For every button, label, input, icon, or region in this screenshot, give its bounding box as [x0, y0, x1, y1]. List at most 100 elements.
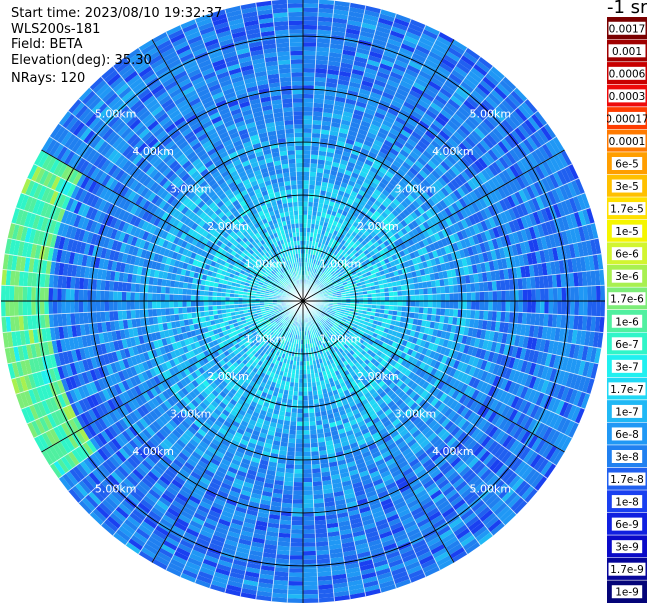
gate-cell — [344, 142, 354, 150]
gate-cell — [352, 113, 363, 121]
gate-cell — [544, 288, 549, 301]
gate-cell — [348, 252, 355, 258]
gate-cell — [408, 89, 422, 100]
gate-cell — [408, 23, 425, 33]
gate-cell — [393, 301, 398, 306]
gate-cell — [467, 70, 483, 84]
gate-cell — [313, 507, 326, 513]
gate-cell — [287, 589, 303, 595]
gate-cell — [364, 67, 378, 76]
gate-cell — [297, 408, 303, 414]
gate-cell — [318, 271, 322, 276]
gate-cell — [467, 115, 480, 128]
gate-cell — [350, 73, 364, 81]
gate-cell — [364, 5, 382, 14]
gate-cell — [309, 167, 317, 173]
gate-cell — [315, 264, 319, 270]
gate-cell — [312, 107, 324, 113]
gate-cell — [303, 494, 314, 500]
gate-cell — [391, 209, 400, 218]
gate-cell — [354, 164, 363, 171]
gate-cell — [422, 313, 428, 321]
gate-cell — [348, 7, 365, 14]
gate-cell — [303, 400, 309, 405]
gate-cell — [311, 468, 321, 474]
gate-cell — [521, 312, 527, 325]
gate-cell — [466, 309, 471, 319]
gate-cell — [346, 184, 354, 191]
gate-cell — [419, 294, 424, 301]
gate-cell — [343, 146, 353, 154]
gate-cell — [320, 216, 326, 222]
gate-cell — [384, 296, 390, 301]
gate-cell — [414, 288, 420, 296]
gate-cell — [303, 395, 309, 401]
gate-cell — [404, 68, 419, 78]
gate-cell — [465, 96, 480, 109]
gate-cell — [408, 114, 421, 124]
gate-cell — [333, 9, 349, 16]
gate-cell — [303, 3, 319, 8]
gate-cell — [318, 256, 323, 262]
gate-cell — [352, 186, 360, 194]
gate-cell — [372, 83, 385, 92]
gate-cell — [347, 130, 358, 137]
gate-cell — [342, 111, 354, 118]
gate-cell — [449, 151, 461, 163]
gate-cell — [291, 408, 298, 413]
gate-cell — [465, 74, 480, 87]
gate-cell — [296, 421, 303, 427]
gate-cell — [303, 503, 314, 509]
gate-cell — [329, 174, 337, 181]
gate-cell — [359, 124, 370, 132]
gate-cell — [384, 197, 393, 205]
gate-cell — [285, 468, 295, 474]
gate-cell — [423, 301, 429, 308]
gate-cell — [527, 289, 532, 301]
gate-cell — [303, 201, 309, 207]
gate-cell — [331, 22, 347, 29]
gate-cell — [397, 112, 409, 122]
gate-cell — [309, 425, 317, 431]
gate-cell — [298, 391, 303, 396]
gate-cell — [288, 576, 303, 582]
gate-cell — [303, 417, 310, 422]
gate-cell — [340, 119, 351, 126]
gate-cell — [379, 63, 393, 72]
gate-cell — [487, 69, 503, 83]
gate-cell — [490, 89, 505, 103]
gate-cell — [303, 477, 313, 483]
gate-cell — [333, 4, 350, 12]
gate-cell — [292, 503, 303, 509]
gate-cell — [478, 56, 494, 70]
gate-cell — [418, 70, 433, 81]
gate-cell — [380, 123, 392, 132]
gate-cell — [323, 269, 328, 275]
gate-cell — [303, 555, 317, 560]
gate-cell — [412, 81, 426, 92]
gate-cell — [303, 102, 314, 108]
gate-cell — [353, 182, 362, 190]
gate-cell — [484, 301, 489, 311]
gate-cell — [395, 183, 404, 192]
gate-cell — [369, 147, 380, 155]
gate-cell — [330, 122, 341, 128]
gate-cell — [578, 301, 584, 316]
gate-cell — [341, 115, 353, 122]
gate-cell — [363, 192, 372, 200]
gate-cell — [375, 185, 385, 193]
gate-cell — [447, 98, 461, 110]
gate-cell — [314, 519, 327, 525]
gate-cell — [298, 387, 303, 392]
gate-cell — [317, 25, 332, 31]
gate-cell — [283, 485, 294, 491]
gate-cell — [446, 154, 457, 166]
gate-cell — [434, 94, 448, 106]
gate-cell — [361, 22, 377, 31]
gate-cell — [328, 247, 334, 253]
gate-cell — [362, 18, 378, 26]
gate-cell — [346, 134, 357, 141]
gate-cell — [390, 100, 403, 109]
gate-cell — [312, 202, 319, 208]
gate-cell — [285, 459, 295, 465]
